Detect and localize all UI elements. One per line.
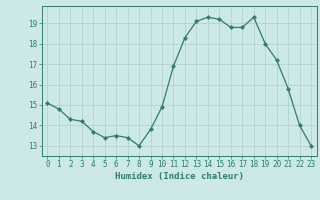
X-axis label: Humidex (Indice chaleur): Humidex (Indice chaleur) <box>115 172 244 181</box>
